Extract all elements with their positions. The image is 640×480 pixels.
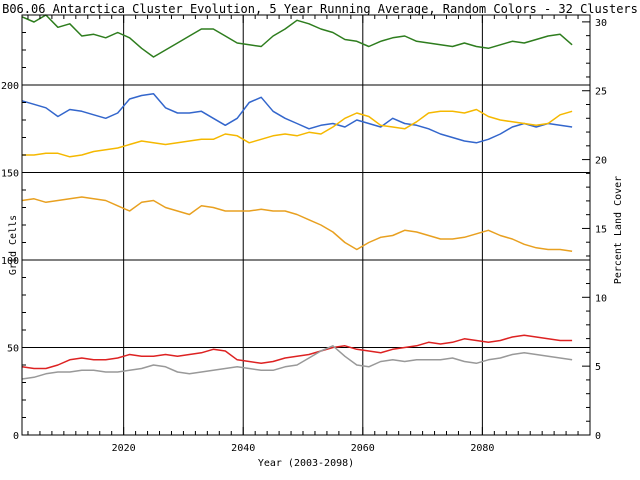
chart-title: B06.06 Antarctica Cluster Evolution, 5 Y… [2,2,638,16]
y2-tick-label: 20 [595,156,607,167]
x-tick-label: 2040 [231,443,255,454]
series-lines [21,14,573,380]
grid-lines [22,15,590,435]
y-tick-label: 200 [1,81,19,92]
y2-tick-label: 10 [595,293,607,304]
series-line-3 [22,108,573,158]
y2-tick-label: 25 [595,87,607,98]
axes: 2020 2040 2060 2080 0 50 100 150 200 0 5 10 15 20 25 30 [1,14,607,454]
y2-tick-label: 0 [595,431,601,442]
y-tick-label: 100 [1,256,19,267]
y2-tick-label: 15 [595,224,607,235]
x-tick-label: 2020 [112,443,136,454]
y-tick-label: 0 [13,431,19,442]
y-tick-label: 50 [7,344,19,355]
x-axis-label: Year (2003-2098) [258,458,354,469]
series-line-4 [21,196,573,253]
y2-tick-label: 5 [595,362,601,373]
series-line-5 [21,334,573,370]
series-line-1 [21,14,573,58]
y-axis-label: Grid Cells [8,215,19,275]
y2-axis-label: Percent Land Cover [613,176,624,284]
y-tick-label: 150 [1,169,19,180]
x-tick-label: 2080 [470,443,494,454]
series-line-2 [21,93,573,144]
x-tick-label: 2060 [351,443,375,454]
series-line-6 [21,345,573,380]
y2-tick-label: 30 [595,18,607,29]
